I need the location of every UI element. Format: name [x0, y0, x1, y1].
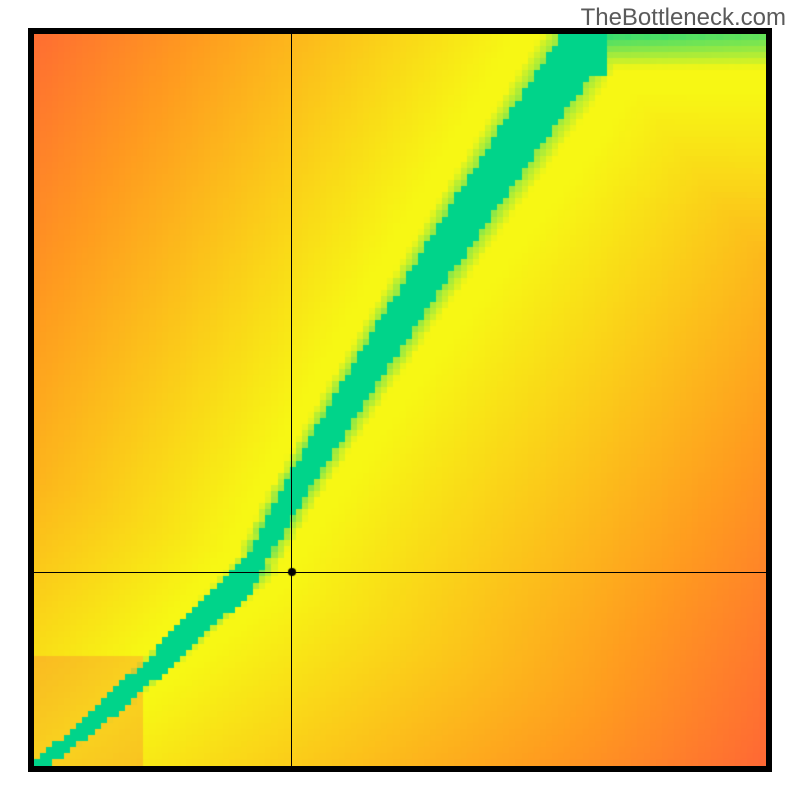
crosshair-horizontal: [34, 572, 766, 573]
chart-frame: [28, 28, 772, 772]
crosshair-dot: [287, 567, 297, 577]
watermark-text: TheBottleneck.com: [581, 4, 786, 32]
crosshair-vertical: [291, 34, 292, 766]
